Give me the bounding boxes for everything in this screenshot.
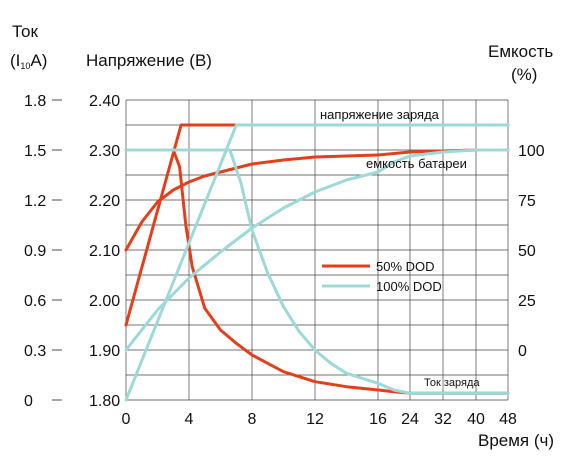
- series-lines: [124, 123, 510, 402]
- legend-label-50dod: 50% DOD: [376, 259, 435, 274]
- charge-current-annotation: Ток заряда: [424, 377, 480, 389]
- capacity-axis-unit: (%): [511, 65, 537, 84]
- voltage-tick-label: 2.40: [89, 93, 120, 110]
- legend: 50% DOD 100% DOD: [322, 259, 442, 294]
- current-tick-label: 1.2: [24, 193, 46, 210]
- battery-capacity-annotation: емкость батареи: [366, 156, 467, 171]
- x-tick-label: 0: [122, 411, 131, 428]
- voltage-axis-title: Напряжение (В): [86, 51, 212, 70]
- voltage-tick-label: 2.20: [89, 193, 120, 210]
- x-tick-label: 8: [248, 411, 257, 428]
- x-axis-title: Время (ч): [478, 431, 554, 450]
- capacity-tick-label: 50: [518, 243, 536, 260]
- current-tick-label: 1.5: [24, 143, 46, 160]
- x-tick-label: 48: [499, 411, 517, 428]
- current-axis-unit: (I10A): [10, 51, 47, 71]
- voltage-tick-label: 1.90: [89, 343, 120, 360]
- voltage-tick-label: 2.00: [89, 293, 120, 310]
- current-tick-label: 0.6: [24, 293, 46, 310]
- x-tick-label: 4: [185, 411, 194, 428]
- voltage-tick-label: 2.10: [89, 243, 120, 260]
- capacity-tick-label: 25: [518, 293, 536, 310]
- x-tick-label: 32: [434, 411, 452, 428]
- series-line-voltage-100dod: [124, 123, 510, 402]
- voltage-tick-label: 1.80: [89, 393, 120, 410]
- current-tick-label: 0.9: [24, 243, 46, 260]
- grid: [125, 99, 509, 401]
- charge-voltage-annotation: напряжение заряда: [320, 107, 440, 122]
- current-tick-label: 1.8: [24, 93, 46, 110]
- x-tick-label: 24: [401, 411, 419, 428]
- series-line-capacity-100dod: [124, 148, 510, 352]
- current-tick-label: 0: [24, 393, 33, 410]
- capacity-tick-label: 0: [518, 343, 527, 360]
- capacity-axis-title: Емкость: [488, 42, 553, 61]
- x-tick-label: 12: [306, 411, 324, 428]
- capacity-tick-label: 100: [518, 143, 545, 160]
- current-axis-title: Ток: [12, 22, 39, 41]
- x-tick-label: 16: [369, 411, 387, 428]
- capacity-tick-label: 75: [518, 193, 536, 210]
- x-tick-label: 40: [467, 411, 485, 428]
- series-line-current-100dod: [124, 148, 510, 395]
- tick-labels: 0 4 8 12 16 24 32 40 481.801.902.002.102.202.302…: [24, 93, 545, 428]
- current-tick-label: 0.3: [24, 343, 46, 360]
- series-line-capacity-50dod: [124, 148, 510, 252]
- legend-label-100dod: 100% DOD: [376, 279, 442, 294]
- voltage-tick-label: 2.30: [89, 143, 120, 160]
